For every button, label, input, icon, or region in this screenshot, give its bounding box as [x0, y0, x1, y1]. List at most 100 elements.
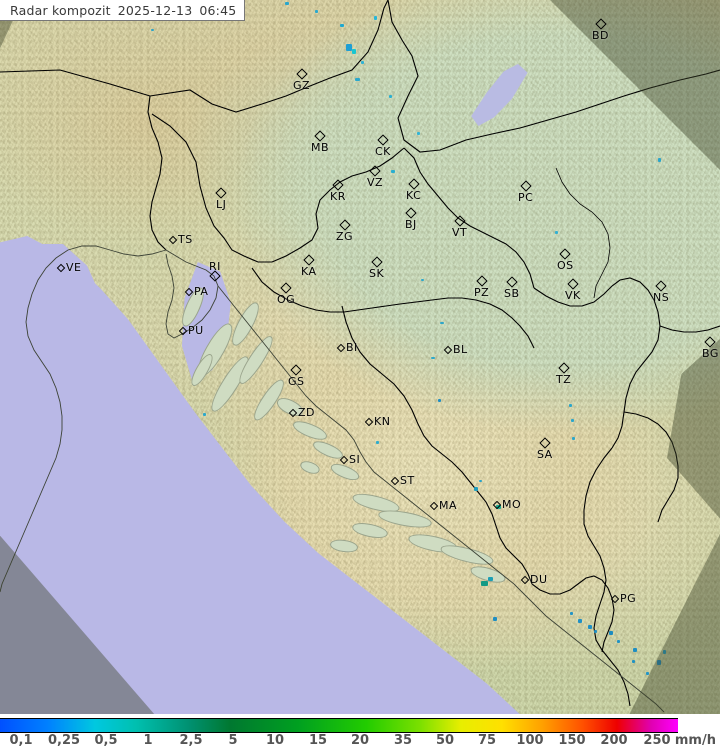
- title-time: 06:45: [199, 2, 237, 18]
- map-title-bar: Radar kompozit 2025-12-13 06:45: [0, 0, 246, 21]
- colorbar-tick-75: 75: [477, 733, 497, 748]
- radar-echo-cell: [285, 2, 289, 5]
- city-marker-sk[interactable]: SK: [369, 256, 385, 280]
- city-marker-pu[interactable]: PU: [178, 324, 204, 337]
- city-marker-ns[interactable]: NS: [653, 280, 669, 303]
- city-label: OS: [557, 259, 574, 272]
- city-label: GZ: [293, 79, 311, 92]
- city-marker-ck[interactable]: CK: [375, 134, 391, 157]
- city-marker-pc[interactable]: PC: [518, 180, 533, 203]
- city-marker-vk[interactable]: VK: [565, 278, 581, 301]
- diamond-icon: [314, 130, 326, 142]
- city-marker-tz[interactable]: TZ: [556, 362, 572, 386]
- city-marker-bj[interactable]: BJ: [405, 207, 417, 231]
- radar-echo-cell: [646, 672, 649, 675]
- city-marker-si[interactable]: SI: [339, 453, 361, 466]
- city-label: GS: [288, 375, 305, 388]
- radar-echo-cell: [657, 660, 661, 665]
- city-marker-zd[interactable]: ZD: [288, 406, 316, 419]
- radar-echo-cell: [391, 170, 395, 173]
- city-marker-sb[interactable]: SB: [504, 276, 520, 300]
- city-marker-kc[interactable]: KC: [406, 178, 422, 202]
- radar-map-canvas[interactable]: BD GZ MB CK VZ KR KC LJ PC BJ ZG VT TS RI KA SK VE OS PA OG…: [0, 0, 720, 714]
- city-marker-og[interactable]: OG: [277, 282, 296, 306]
- city-label: SI: [349, 453, 361, 466]
- city-label: BG: [702, 347, 719, 360]
- diamond-icon: [364, 417, 374, 426]
- city-marker-ri[interactable]: RI: [209, 261, 221, 282]
- city-label: SK: [369, 267, 385, 280]
- radar-echo-cell: [555, 231, 558, 234]
- city-marker-gz[interactable]: GZ: [293, 68, 311, 92]
- city-marker-ve[interactable]: VE: [56, 262, 81, 273]
- diamond-icon: [56, 263, 66, 272]
- colorbar-tick-35: 35: [393, 733, 413, 748]
- city-marker-gs[interactable]: GS: [288, 364, 305, 388]
- colorbar-gradient[interactable]: [0, 718, 678, 733]
- radar-echo-cell: [431, 357, 435, 359]
- diamond-icon: [655, 280, 667, 292]
- radar-echo-cell: [632, 660, 635, 663]
- diamond-icon: [429, 501, 439, 510]
- radar-echo-cell: [571, 419, 574, 422]
- city-label: SB: [504, 287, 520, 300]
- colorbar-unit-label: mm/h: [674, 733, 716, 748]
- city-marker-ka[interactable]: KA: [301, 254, 317, 277]
- radar-echo-cell: [421, 279, 424, 281]
- diamond-icon: [594, 18, 607, 30]
- radar-echo-cell: [479, 480, 482, 482]
- diamond-icon: [288, 408, 298, 417]
- city-marker-zg[interactable]: ZG: [336, 219, 353, 242]
- diamond-icon: [567, 278, 579, 290]
- city-marker-kn[interactable]: KN: [364, 416, 390, 427]
- city-label: MA: [439, 499, 458, 512]
- city-label: SA: [537, 448, 553, 461]
- colorbar-tick-0_5: 0,5: [94, 733, 118, 748]
- city-marker-ma[interactable]: MA: [429, 499, 458, 512]
- radar-echo-cell: [346, 44, 352, 51]
- city-marker-mo[interactable]: MO: [492, 499, 521, 510]
- city-marker-lj[interactable]: LJ: [215, 187, 227, 210]
- city-marker-bd[interactable]: BD: [592, 18, 609, 41]
- city-marker-bl[interactable]: BL: [443, 344, 468, 355]
- city-marker-sa[interactable]: SA: [537, 437, 553, 461]
- city-marker-pa[interactable]: PA: [184, 286, 208, 297]
- city-marker-bi[interactable]: BI: [336, 342, 358, 353]
- city-marker-kr[interactable]: KR: [330, 179, 346, 202]
- city-marker-vt[interactable]: VT: [452, 215, 467, 238]
- city-marker-bg[interactable]: BG: [702, 336, 719, 360]
- city-marker-os[interactable]: OS: [557, 248, 574, 272]
- colorbar-tick-100: 100: [516, 733, 544, 748]
- city-marker-du[interactable]: DU: [520, 574, 548, 585]
- colorbar-tick-5: 5: [228, 733, 238, 748]
- city-marker-vz[interactable]: VZ: [367, 165, 383, 188]
- radar-echo-cell: [389, 95, 392, 98]
- radar-echo-cell: [617, 640, 620, 643]
- city-marker-st[interactable]: ST: [390, 475, 415, 486]
- city-label: KC: [406, 189, 422, 202]
- diamond-icon: [453, 215, 466, 227]
- radar-echo-cell: [594, 630, 597, 633]
- city-label: TZ: [556, 373, 572, 386]
- city-label: BJ: [405, 218, 417, 231]
- radar-echo-cell: [569, 404, 572, 407]
- diamond-icon: [377, 134, 389, 146]
- colorbar-tick-250: 250: [643, 733, 671, 748]
- city-label: PG: [620, 592, 637, 605]
- diamond-icon: [519, 180, 532, 192]
- city-label: PU: [188, 324, 204, 337]
- city-marker-pg[interactable]: PG: [610, 592, 637, 605]
- diamond-icon: [332, 179, 344, 191]
- city-label: OG: [277, 293, 296, 306]
- city-marker-pz[interactable]: PZ: [474, 275, 489, 298]
- diamond-icon: [339, 455, 349, 464]
- colorbar-tick-labels: 0,1 0,25 0,5 1 2,5 5 10 15 20 35 50 75 100 150 200 250: [0, 733, 720, 751]
- city-marker-mb[interactable]: MB: [311, 130, 329, 153]
- city-label: ZD: [298, 406, 316, 419]
- diamond-icon: [539, 437, 551, 449]
- city-marker-ts[interactable]: TS: [168, 233, 193, 246]
- city-label: TS: [178, 233, 193, 246]
- diamond-icon: [443, 345, 453, 354]
- diamond-icon: [295, 68, 308, 80]
- radar-echo-cell: [440, 322, 444, 324]
